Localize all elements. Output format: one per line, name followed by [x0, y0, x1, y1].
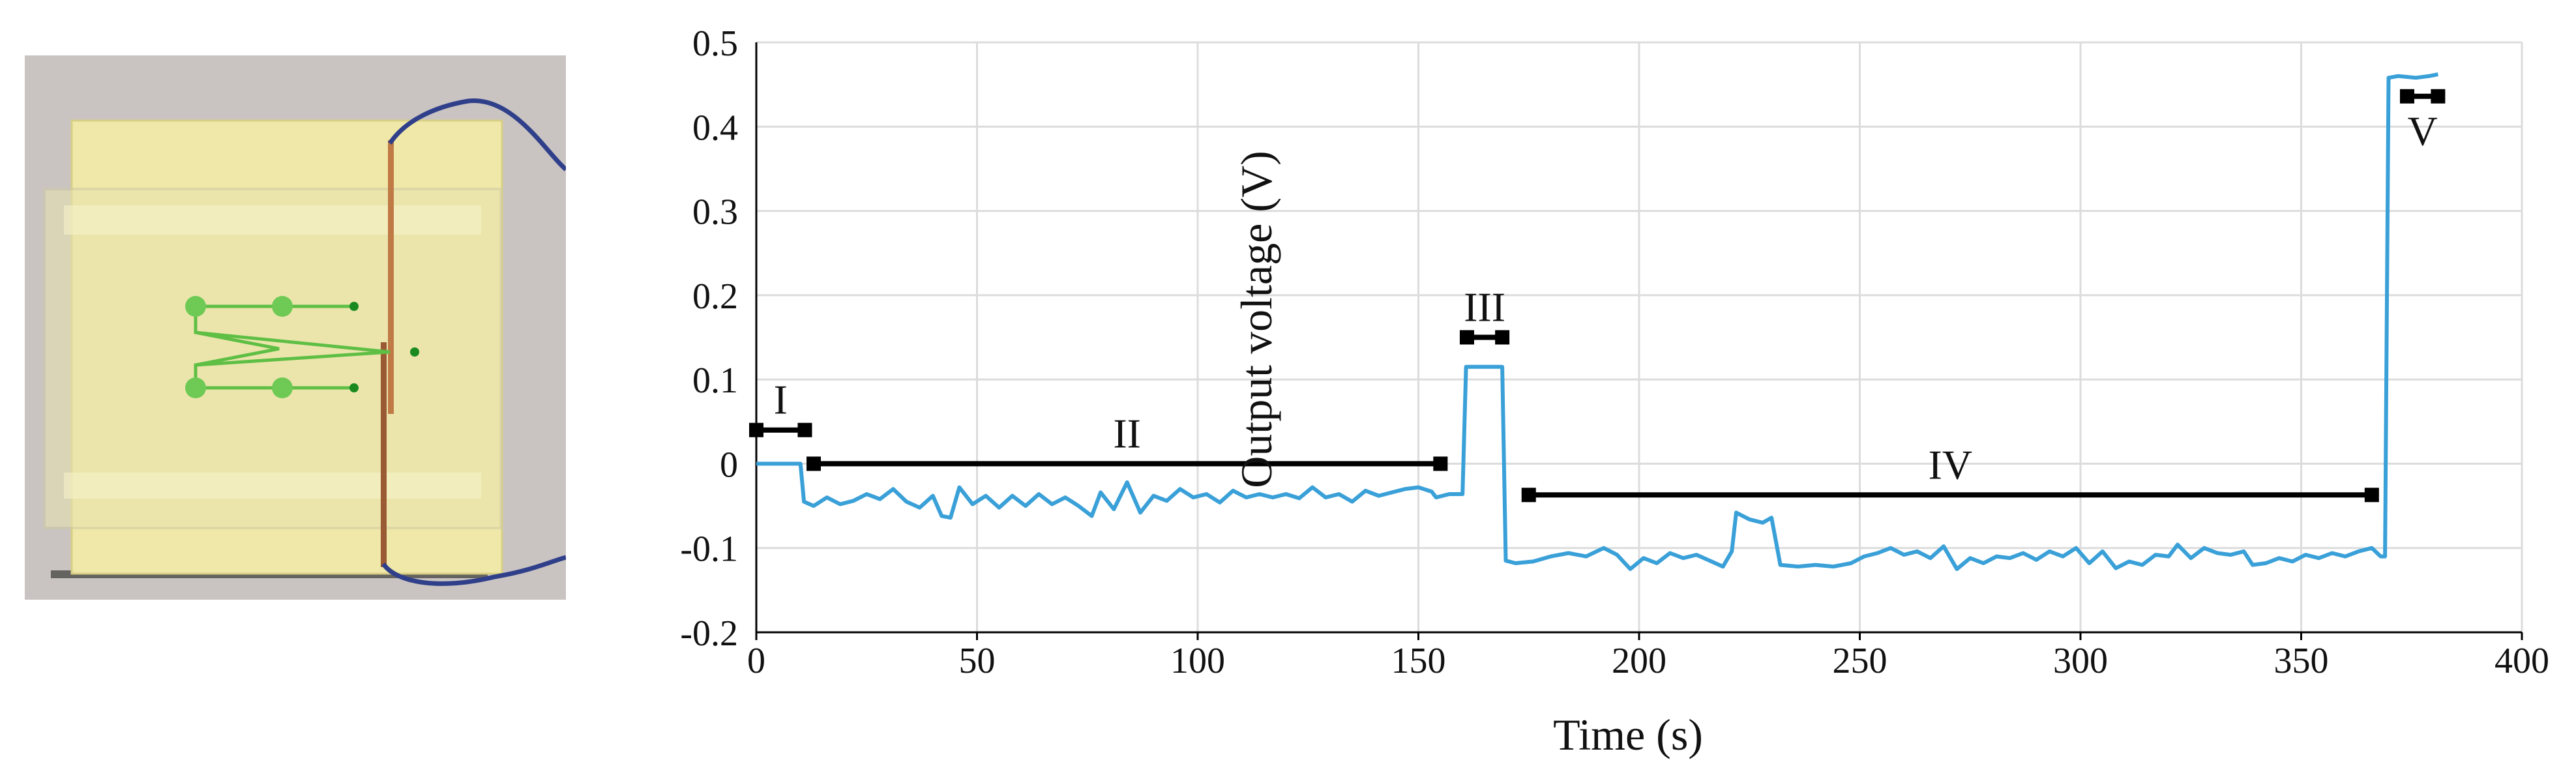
series-layer — [756, 72, 2438, 571]
x-tick-label: 0 — [747, 641, 765, 681]
y-tick-label: 0.1 — [692, 360, 738, 401]
sensor-device-photo — [25, 55, 566, 600]
axis-ticks: 0 50 100 150 200 250 300 350 400 -0.2 -0.1 0 0.1 0.2 0… — [680, 23, 2549, 681]
phase-label: IV — [1929, 441, 1973, 488]
phase-bar-end-cap — [797, 422, 812, 437]
phase-label: III — [1464, 284, 1505, 330]
phase-bar-end-cap — [2431, 89, 2446, 104]
phase-bar-end-cap — [1495, 330, 1510, 345]
y-tick-label: 0.4 — [692, 108, 738, 148]
x-tick-label: 400 — [2495, 641, 2549, 681]
y-tick-label: 0.2 — [692, 276, 738, 317]
phase-label: V — [2408, 108, 2438, 154]
x-tick-label: 350 — [2274, 641, 2329, 681]
phase-bar-start-cap — [1459, 330, 1474, 345]
y-tick-label: -0.2 — [680, 613, 738, 654]
x-tick-label: 150 — [1391, 641, 1446, 681]
x-tick-label: 300 — [2053, 641, 2108, 681]
x-axis-label: Time (s) — [1553, 710, 1703, 759]
series-line — [756, 72, 2438, 571]
copper-electrode-top — [388, 140, 394, 414]
substrate-clear-stripe-bottom — [64, 473, 481, 499]
phase-bar-end-cap — [1433, 456, 1448, 471]
phase-bar-start-cap — [749, 422, 763, 437]
substrate-clear-stripe — [64, 205, 481, 235]
phase-bar-start-cap — [1521, 488, 1536, 503]
phase-label: II — [1113, 410, 1141, 456]
phase-label: I — [774, 377, 788, 423]
y-tick-label: 0 — [720, 445, 738, 485]
x-tick-label: 100 — [1170, 641, 1225, 681]
x-tick-label: 250 — [1833, 641, 1888, 681]
chart-grid — [755, 41, 2523, 634]
blue-wire-top — [388, 98, 566, 171]
voltage-chart: 0 50 100 150 200 250 300 350 400 -0.2 -0.1 0 0.1 0.2 0… — [680, 23, 2549, 759]
copper-electrode-bottom — [381, 342, 387, 567]
phase-bar-start-cap — [807, 456, 822, 471]
substrate-clear-edge — [43, 188, 502, 529]
phase-bar-end-cap — [2364, 488, 2379, 503]
y-tick-label: 0.5 — [692, 23, 738, 64]
blue-wire-bottom — [381, 555, 566, 586]
y-tick-label: 0.3 — [692, 192, 738, 233]
y-tick-label: -0.1 — [680, 529, 738, 570]
channel-ports — [185, 296, 419, 398]
x-tick-label: 200 — [1612, 641, 1666, 681]
y-axis-label: Output voltage (V) — [1232, 151, 1281, 488]
phase-bar-start-cap — [2399, 89, 2414, 104]
x-tick-label: 50 — [959, 641, 996, 681]
